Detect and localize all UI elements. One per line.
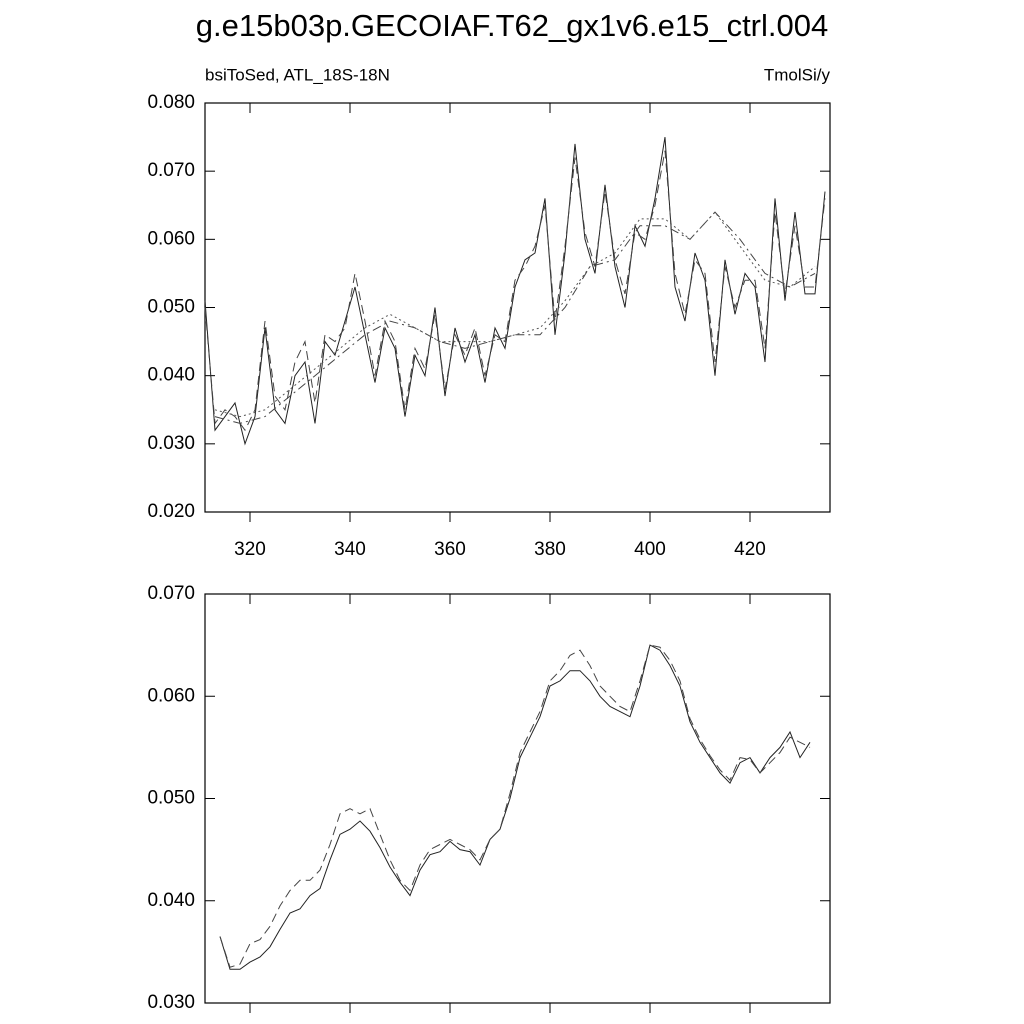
series-line [214, 211, 816, 418]
series-line [219, 644, 811, 970]
y-tick-label: 0.070 [147, 583, 195, 604]
y-tick-label: 0.050 [147, 297, 195, 318]
y-tick-label: 0.030 [147, 992, 195, 1013]
y-tick-label: 0.050 [147, 788, 195, 809]
y-tick-label: 0.030 [147, 433, 195, 454]
left-label: bsiToSed, ATL_18S-18N [205, 65, 390, 84]
y-tick-label: 0.070 [147, 160, 195, 181]
series-line [204, 137, 826, 446]
y-tick-label: 0.060 [147, 228, 195, 249]
x-tick-label: 320 [234, 539, 266, 560]
chart-title: g.e15b03p.GECOIAF.T62_gx1v6.e15_ctrl.004 [196, 8, 828, 43]
series-line [219, 644, 811, 968]
series-line [204, 150, 826, 432]
x-tick-label: 380 [534, 539, 566, 560]
y-tick-label: 0.040 [147, 365, 195, 386]
x-tick-label: 400 [634, 539, 666, 560]
plot-frame [204, 593, 831, 1004]
x-tick-label: 340 [334, 539, 366, 560]
y-tick-label: 0.020 [147, 501, 195, 522]
x-tick-label: 420 [734, 539, 766, 560]
right-label: TmolSi/y [764, 65, 831, 84]
series-line [214, 211, 816, 424]
x-tick-label: 360 [434, 539, 466, 560]
y-tick-label: 0.080 [147, 92, 195, 113]
y-tick-label: 0.060 [147, 685, 195, 706]
y-tick-label: 0.040 [147, 890, 195, 911]
